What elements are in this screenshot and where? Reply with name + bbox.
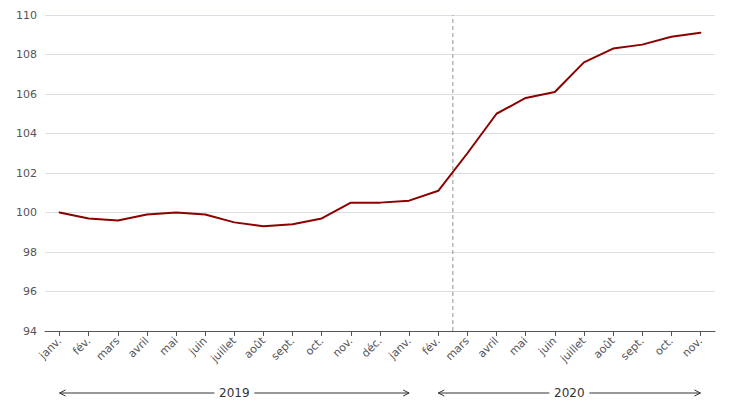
svg-text:mai: mai: [157, 334, 181, 358]
svg-text:mars: mars: [443, 334, 472, 363]
svg-text:2019: 2019: [219, 386, 250, 400]
svg-text:mars: mars: [94, 334, 123, 363]
svg-text:juin: juin: [186, 334, 210, 358]
svg-text:110: 110: [16, 9, 37, 22]
svg-text:mai: mai: [507, 334, 531, 358]
svg-text:oct.: oct.: [652, 334, 676, 358]
svg-text:août: août: [241, 334, 268, 361]
svg-text:déc.: déc.: [359, 334, 385, 360]
svg-text:96: 96: [23, 285, 37, 298]
svg-text:94: 94: [23, 325, 37, 338]
svg-text:nov.: nov.: [330, 334, 355, 359]
svg-text:108: 108: [16, 48, 37, 61]
svg-text:janv.: janv.: [36, 334, 64, 362]
svg-text:98: 98: [23, 246, 37, 259]
svg-text:juillet: juillet: [557, 334, 589, 366]
svg-text:avril: avril: [125, 334, 151, 360]
svg-text:janv.: janv.: [386, 334, 414, 362]
svg-text:sept.: sept.: [618, 334, 646, 362]
svg-text:oct.: oct.: [303, 334, 327, 358]
svg-text:nov.: nov.: [680, 334, 705, 359]
svg-text:106: 106: [16, 88, 37, 101]
svg-text:août: août: [591, 334, 618, 361]
svg-text:juin: juin: [535, 334, 559, 358]
svg-text:fév.: fév.: [420, 334, 443, 357]
svg-text:fév.: fév.: [70, 334, 93, 357]
svg-text:2020: 2020: [554, 386, 585, 400]
svg-text:104: 104: [16, 127, 37, 140]
svg-text:sept.: sept.: [269, 334, 297, 362]
svg-text:avril: avril: [475, 334, 501, 360]
svg-text:102: 102: [16, 167, 37, 180]
svg-text:100: 100: [16, 206, 37, 219]
svg-text:juillet: juillet: [208, 334, 240, 366]
